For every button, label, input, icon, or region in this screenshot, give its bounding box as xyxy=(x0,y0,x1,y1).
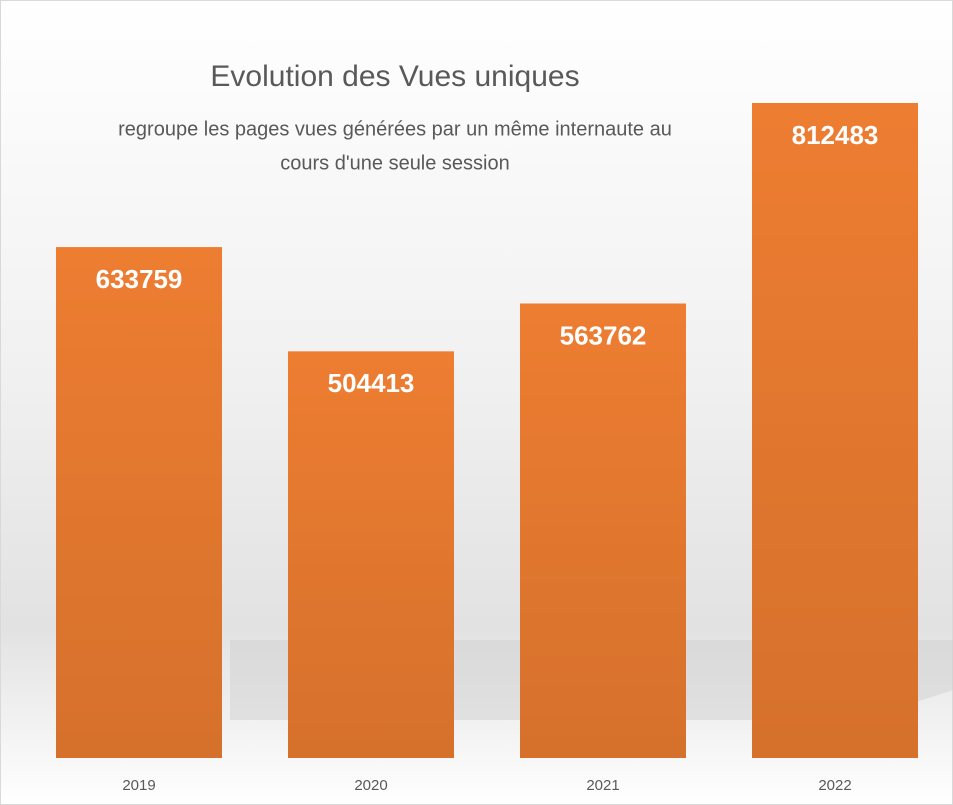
bar xyxy=(520,303,686,758)
data-label: 633759 xyxy=(96,264,183,294)
x-tick-label: 2022 xyxy=(818,777,851,794)
bar xyxy=(288,351,454,758)
bar xyxy=(752,103,918,758)
x-tick-label: 2020 xyxy=(354,777,387,794)
chart-subtitle: cours d'une seule session xyxy=(280,152,510,174)
chart-title: Evolution des Vues uniques xyxy=(210,60,579,93)
data-label: 812483 xyxy=(792,120,879,150)
x-tick-label: 2021 xyxy=(586,777,619,794)
bar xyxy=(56,247,222,758)
chart-subtitle: regroupe les pages vues générées par un … xyxy=(118,118,672,140)
x-tick-label: 2019 xyxy=(122,777,155,794)
data-label: 504413 xyxy=(328,368,415,398)
data-label: 563762 xyxy=(560,320,647,350)
